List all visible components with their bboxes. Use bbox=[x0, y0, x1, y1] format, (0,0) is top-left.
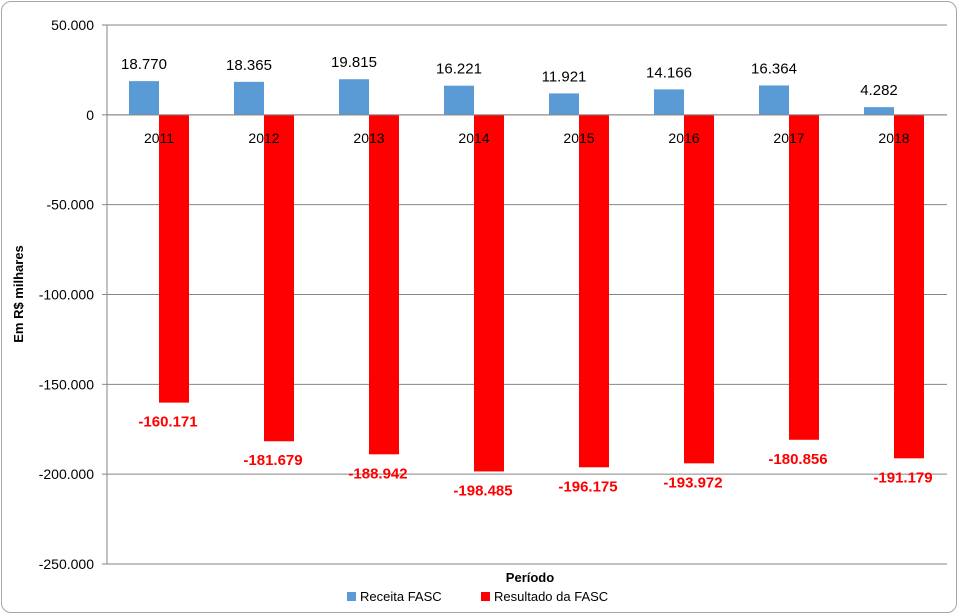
y-tick-labels: 50.000 0 -50.000 -100.000 -150.000 -200.000 -2… bbox=[39, 17, 107, 572]
data-label-receita: 19.815 bbox=[331, 54, 377, 71]
bar-resultado-2014 bbox=[474, 114, 504, 472]
y-tick-label: -100.000 bbox=[39, 287, 94, 303]
data-label-resultado: -188.942 bbox=[348, 465, 407, 482]
value-labels: 18.770 -160.171 18.365 -181.679 19.815 -188.9… bbox=[121, 54, 933, 499]
data-label-receita: 16.364 bbox=[751, 60, 797, 77]
bars bbox=[107, 79, 947, 472]
x-tick-label: 2013 bbox=[353, 130, 384, 146]
data-label-receita: 11.921 bbox=[542, 68, 587, 85]
x-tick-label: 2015 bbox=[563, 130, 594, 146]
y-tick-label: 50.000 bbox=[51, 17, 94, 33]
data-label-receita: 14.166 bbox=[646, 64, 692, 81]
legend: Receita FASC Resultado da FASC bbox=[347, 589, 608, 604]
data-label-resultado: -191.179 bbox=[873, 469, 932, 486]
bar-receita-2012 bbox=[234, 81, 264, 115]
x-tick-label: 2017 bbox=[773, 130, 804, 146]
legend-label-receita: Receita FASC bbox=[360, 589, 442, 604]
x-tick-label: 2014 bbox=[458, 130, 489, 146]
bar-resultado-2011 bbox=[159, 114, 189, 403]
bar-resultado-2016 bbox=[684, 114, 714, 464]
data-label-receita: 18.365 bbox=[226, 57, 272, 74]
y-tick-label: -150.000 bbox=[39, 376, 94, 392]
data-label-receita: 16.221 bbox=[436, 61, 482, 78]
data-label-resultado: -196.175 bbox=[558, 478, 617, 495]
legend-swatch-resultado bbox=[481, 592, 490, 601]
x-tick-label: 2011 bbox=[144, 130, 174, 146]
y-axis-title: Em R$ milhares bbox=[11, 245, 26, 343]
y-tick-label: -250.000 bbox=[39, 556, 94, 572]
gridlines bbox=[107, 24, 947, 565]
data-label-receita: 18.770 bbox=[121, 56, 167, 73]
bar-receita-2013 bbox=[339, 79, 369, 115]
bar-receita-2018 bbox=[864, 107, 894, 115]
bar-receita-2015 bbox=[549, 93, 579, 115]
y-tick-label: -50.000 bbox=[47, 197, 95, 213]
bar-resultado-2012 bbox=[264, 114, 294, 442]
x-axis-title: Período bbox=[506, 570, 554, 585]
y-tick-label: -200.000 bbox=[39, 466, 94, 482]
x-tick-label: 2012 bbox=[248, 130, 279, 146]
bar-receita-2014 bbox=[444, 85, 474, 115]
x-tick-label: 2018 bbox=[878, 130, 909, 146]
y-tick-label: 0 bbox=[86, 107, 94, 123]
bar-receita-2016 bbox=[654, 89, 684, 115]
bar-resultado-2013 bbox=[369, 114, 399, 455]
data-label-resultado: -160.171 bbox=[138, 414, 197, 431]
legend-swatch-receita bbox=[347, 592, 356, 601]
bar-receita-2011 bbox=[129, 81, 159, 115]
x-tick-labels: 2011 2012 2013 2014 2015 2016 2017 2018 bbox=[144, 130, 910, 146]
data-label-resultado: -198.485 bbox=[453, 482, 512, 499]
bar-resultado-2018 bbox=[894, 114, 924, 459]
data-label-receita: 4.282 bbox=[860, 82, 898, 99]
bar-resultado-2015 bbox=[579, 114, 609, 468]
data-label-resultado: -181.679 bbox=[243, 452, 302, 469]
data-label-resultado: -180.856 bbox=[768, 451, 827, 468]
bar-resultado-2017 bbox=[789, 114, 819, 440]
legend-label-resultado: Resultado da FASC bbox=[494, 589, 608, 604]
bar-receita-2017 bbox=[759, 85, 789, 115]
x-tick-label: 2016 bbox=[668, 130, 699, 146]
data-label-resultado: -193.972 bbox=[663, 474, 722, 491]
